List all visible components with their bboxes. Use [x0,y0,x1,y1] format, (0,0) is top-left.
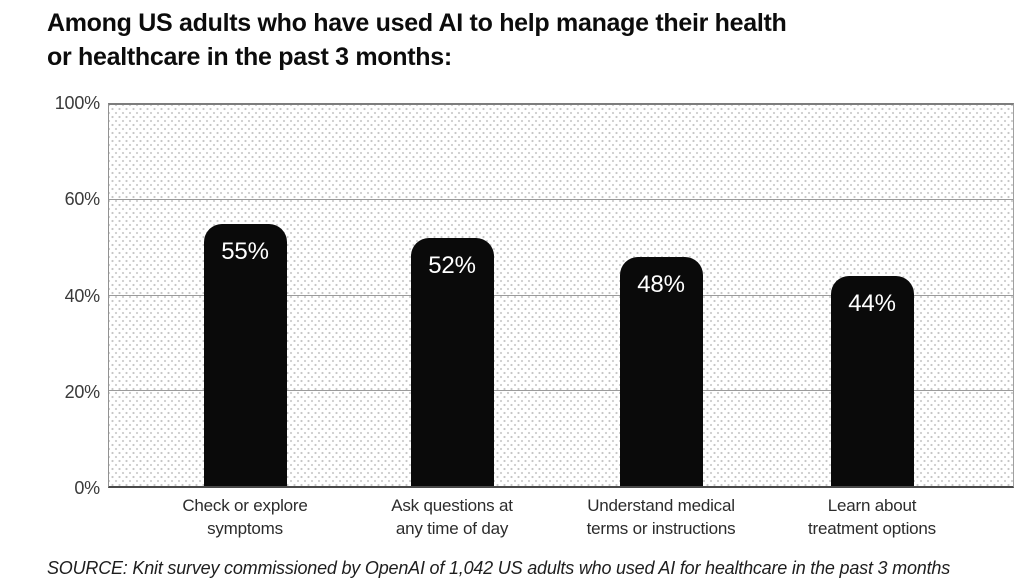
bar-value-label: 55% [221,238,269,266]
bar-value-label: 44% [848,290,896,318]
category-label-line-1: Ask questions at [391,496,513,515]
bar-learn-about-treatment-options: 44% [830,276,914,486]
category-label-ask-questions-at-any-time-of-day: Ask questions at any time of day [337,494,567,540]
source-note: SOURCE: Knit survey commissioned by Open… [47,558,950,578]
y-tick-label-20%: 20% [64,381,101,402]
x-axis: Check or explore symptoms Ask questions at… [108,494,1014,546]
plot-area: 55% 52% 48% 44% [108,103,1014,488]
grid-line-60% [109,199,1013,201]
category-label-check-or-explore-symptoms: Check or explore symptoms [130,494,360,540]
y-tick-label-40%: 40% [64,285,101,306]
bar-ask-questions-at-any-time-of-day: 52% [410,238,494,486]
category-label-line-2: treatment options [808,519,936,538]
category-label-line-2: symptoms [207,519,283,538]
grid-line-40% [109,294,1013,296]
category-label-line-2: terms or instructions [586,519,736,538]
chart-title-line-1: Among US adults who have used AI to help… [47,9,787,37]
y-tick-label-60%: 60% [64,189,101,210]
category-label-line-1: Understand medical [587,496,735,515]
y-tick-label-100%: 100% [54,93,100,113]
category-label-learn-about-treatment-options: Learn about treatment options [757,494,987,540]
y-axis: 0% 20% 40% 60% 100% [0,93,101,498]
y-tick-label-0%: 0% [74,478,100,498]
chart-title-line-2: or healthcare in the past 3 months: [47,43,452,71]
chart-title: Among US adults who have used AI to help… [47,6,787,74]
grid-line-20% [109,389,1013,391]
bar-value-label: 48% [637,271,685,299]
category-label-line-1: Check or explore [182,496,308,515]
category-label-understand-medical-terms-or-instructions: Understand medical terms or instructions [546,494,776,540]
bar-understand-medical-terms-or-instructions: 48% [619,257,703,486]
bar-check-or-explore-symptoms: 55% [203,224,287,486]
category-label-line-1: Learn about [827,496,917,515]
bar-value-label: 52% [428,252,476,280]
category-label-line-2: any time of day [395,519,509,538]
